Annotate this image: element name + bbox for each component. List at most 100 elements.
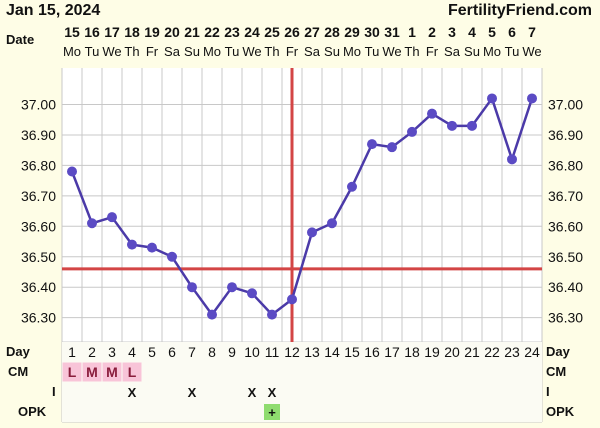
- opk-label-left: OPK: [18, 404, 47, 419]
- cycle-day-label: 2: [88, 344, 96, 360]
- temperature-point: [207, 309, 217, 320]
- x-date-label: 24: [244, 24, 260, 40]
- brand-name[interactable]: FertilityFriend.com: [448, 2, 592, 19]
- cycle-day-label: 9: [228, 344, 236, 360]
- x-weekday-label: Mo: [63, 44, 81, 59]
- cm-value: L: [68, 364, 77, 380]
- x-weekday-label: Tu: [225, 44, 240, 59]
- intercourse-mark: X: [248, 385, 257, 400]
- intercourse-mark: X: [188, 385, 197, 400]
- y-tick-label-right: 36.50: [548, 249, 583, 265]
- y-tick-label-left: 36.50: [21, 249, 56, 265]
- intercourse-mark: X: [268, 385, 277, 400]
- x-weekday-label: Th: [124, 44, 139, 59]
- x-date-label: 28: [324, 24, 340, 40]
- y-tick-label-left: 36.40: [21, 279, 56, 295]
- x-date-label: 29: [344, 24, 360, 40]
- x-weekday-label: Mo: [343, 44, 361, 59]
- temperature-point: [347, 181, 357, 192]
- temperature-point: [527, 93, 537, 104]
- y-tick-label-right: 36.30: [548, 310, 583, 326]
- x-weekday-label: Su: [324, 44, 340, 59]
- temperature-point: [287, 294, 297, 305]
- x-date-label: 21: [184, 24, 200, 40]
- cm-value: M: [106, 364, 118, 380]
- x-weekday-label: Sa: [304, 44, 321, 59]
- cm-label-right: CM: [546, 364, 566, 379]
- temperature-point: [327, 218, 337, 229]
- y-axis-ticks: 37.00 37.00 36.90 36.90 36.80 36.80 36.70 36.70…: [21, 97, 583, 326]
- x-weekday-label: Su: [464, 44, 480, 59]
- cycle-day-label: 18: [404, 344, 420, 360]
- cm-cell: [122, 362, 142, 382]
- cm-cell: [62, 362, 82, 382]
- x-date-label: 15: [64, 24, 80, 40]
- temperature-point: [487, 93, 497, 104]
- x-weekday-label: Fr: [426, 44, 439, 59]
- x-date-label: 6: [508, 24, 516, 40]
- y-tick-label-left: 36.80: [21, 157, 56, 173]
- cycle-day-label: 4: [128, 344, 136, 360]
- x-date-label: 25: [264, 24, 280, 40]
- x-date-label: 1: [408, 24, 416, 40]
- x-weekday-label: We: [242, 44, 261, 59]
- x-weekday-label: Fr: [286, 44, 299, 59]
- y-tick-label-left: 36.30: [21, 310, 56, 326]
- temperature-point: [407, 126, 417, 137]
- cycle-day-label: 8: [208, 344, 216, 360]
- temperature-point: [247, 288, 257, 299]
- x-weekday-label: Mo: [483, 44, 501, 59]
- x-date-label: 3: [448, 24, 456, 40]
- cycle-day-label: 20: [444, 344, 460, 360]
- x-date-label: 7: [528, 24, 536, 40]
- cm-cell: [82, 362, 102, 382]
- day-label-left: Day: [6, 344, 31, 359]
- cycle-day-label: 5: [148, 344, 156, 360]
- cycle-day-label: 7: [188, 344, 196, 360]
- x-weekday-label: Tu: [85, 44, 100, 59]
- cycle-table: 1 2 3 4 5 6 7 8 9 10 11 12 13 14 15 16 17 18 19 20 21 22 23 24L…: [62, 344, 540, 420]
- x-date-label: 4: [468, 24, 476, 40]
- temperature-point: [227, 282, 237, 293]
- cm-value: L: [128, 364, 137, 380]
- x-weekday-label: Mo: [203, 44, 221, 59]
- x-date-label: 5: [488, 24, 496, 40]
- cycle-day-label: 21: [464, 344, 480, 360]
- i-label-left: I: [52, 384, 56, 399]
- date-row-label: Date: [6, 32, 34, 47]
- temperature-point: [507, 154, 517, 165]
- cycle-day-label: 22: [484, 344, 500, 360]
- opk-cell: [264, 404, 280, 420]
- chart-date: Jan 15, 2024: [6, 2, 100, 19]
- x-date-label: 20: [164, 24, 180, 40]
- y-tick-label-left: 36.70: [21, 188, 56, 204]
- cm-cell: [102, 362, 122, 382]
- y-tick-label-right: 37.00: [548, 97, 583, 113]
- x-weekday-label: Su: [184, 44, 200, 59]
- cycle-day-label: 19: [424, 344, 440, 360]
- x-weekday-label: Sa: [164, 44, 181, 59]
- cycle-day-label: 6: [168, 344, 176, 360]
- y-tick-label-right: 36.70: [548, 188, 583, 204]
- x-date-label: 30: [364, 24, 380, 40]
- x-date-label: 31: [384, 24, 400, 40]
- cm-value: M: [86, 364, 98, 380]
- x-weekday-label: We: [522, 44, 541, 59]
- x-date-label: 19: [144, 24, 160, 40]
- y-tick-label-left: 36.90: [21, 127, 56, 143]
- temperature-point: [387, 142, 397, 153]
- x-weekday-label: Th: [404, 44, 419, 59]
- temperature-point: [127, 239, 137, 250]
- x-date-label: 22: [204, 24, 220, 40]
- y-tick-label-right: 36.80: [548, 157, 583, 173]
- x-weekday-label: Th: [264, 44, 279, 59]
- x-weekday-label: Tu: [365, 44, 380, 59]
- temperature-point: [307, 227, 317, 238]
- x-axis-dates: 15 16 17 18 19 20 21 22 23 24 25 26 27 28 29 30 31 1 2 3 4 5 6…: [63, 24, 542, 59]
- temperature-point: [467, 120, 477, 131]
- cycle-day-label: 3: [108, 344, 116, 360]
- cycle-day-label: 16: [364, 344, 380, 360]
- cycle-day-label: 12: [284, 344, 300, 360]
- temperature-point: [167, 251, 177, 262]
- cycle-day-label: 17: [384, 344, 400, 360]
